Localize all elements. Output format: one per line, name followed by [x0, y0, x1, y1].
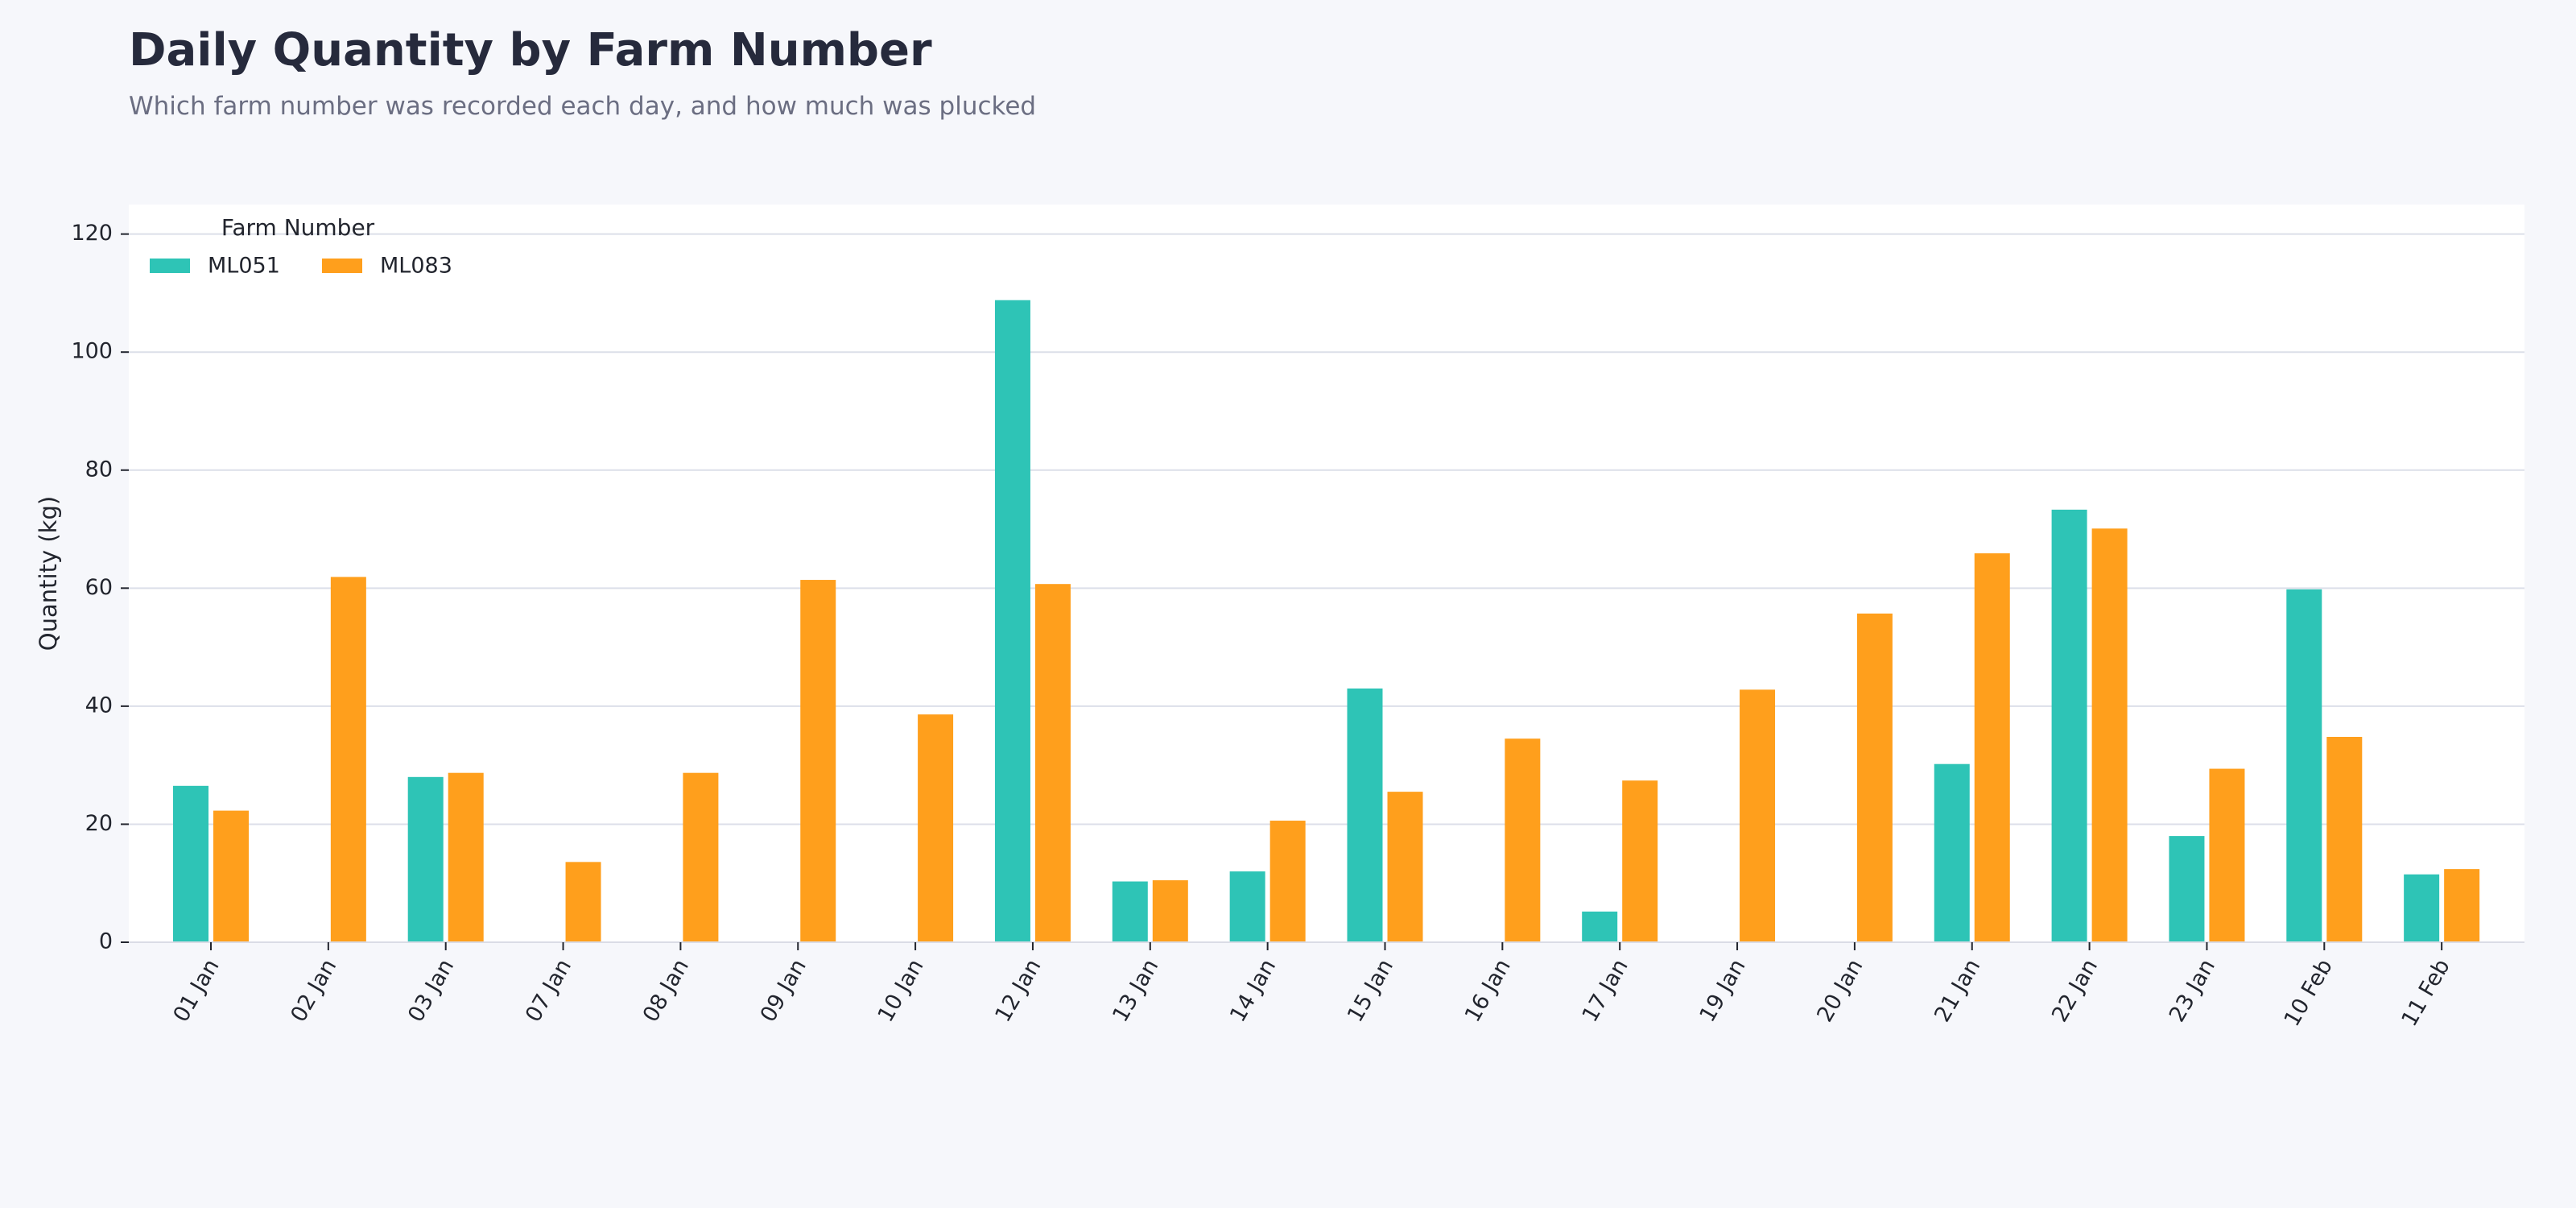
legend-label-ML083: ML083 — [380, 254, 452, 279]
bar-ML051-15 — [1934, 763, 1970, 942]
x-tick-label: 13 Jan — [1108, 955, 1163, 1027]
chart-title: Daily Quantity by Farm Number — [129, 24, 932, 77]
bar-ML083-15 — [1974, 553, 2010, 942]
legend: Farm Number ML051 ML083 — [150, 214, 452, 279]
x-tick-label: 14 Jan — [1225, 955, 1281, 1027]
bar-ML051-17 — [2169, 836, 2205, 942]
bar-ML083-17 — [2209, 768, 2245, 942]
legend-label-ML051: ML051 — [208, 254, 280, 279]
x-tick-label: 07 Jan — [521, 955, 576, 1027]
bar-ML083-19 — [2444, 869, 2480, 942]
y-tick-label: 20 — [85, 811, 113, 836]
bar-ML051-19 — [2404, 874, 2440, 942]
bar-ML051-2 — [407, 776, 444, 942]
x-tick-label: 15 Jan — [1343, 955, 1398, 1027]
bar-ML051-12 — [1582, 911, 1618, 942]
x-tick-label: 10 Feb — [2280, 955, 2338, 1031]
bar-ML083-5 — [800, 580, 836, 942]
bar-ML083-8 — [1152, 880, 1188, 942]
x-tick-label: 17 Jan — [1578, 955, 1633, 1027]
bar-ML083-1 — [330, 577, 366, 942]
bar-ML051-18 — [2286, 589, 2322, 942]
legend-swatch-ML083 — [322, 259, 362, 273]
legend-swatch-ML051 — [150, 259, 190, 273]
x-tick-label: 02 Jan — [286, 955, 341, 1027]
plot-area — [129, 205, 2524, 943]
x-tick-label: 09 Jan — [756, 955, 811, 1027]
x-tick-label: 19 Jan — [1695, 955, 1750, 1027]
y-axis-label: Quantity (kg) — [35, 496, 62, 651]
y-tick-label: 0 — [99, 929, 113, 954]
x-tick-label: 23 Jan — [2165, 955, 2220, 1027]
bar-ML051-8 — [1112, 881, 1148, 942]
bar-ML083-7 — [1034, 584, 1071, 942]
bars — [173, 300, 2480, 942]
bar-ML083-18 — [2326, 736, 2363, 942]
bar-ML083-11 — [1505, 738, 1541, 942]
legend-title: Farm Number — [221, 214, 375, 241]
bar-ML083-4 — [683, 772, 719, 942]
x-tick-label: 12 Jan — [990, 955, 1046, 1027]
y-tick-label: 40 — [85, 693, 113, 718]
bar-ML083-10 — [1387, 792, 1423, 942]
y-tick-label: 100 — [71, 339, 113, 364]
y-axis: 0 20 40 60 80 100 120 — [71, 221, 129, 954]
y-tick-label: 60 — [85, 575, 113, 600]
bar-ML051-10 — [1347, 688, 1383, 942]
bar-ML083-12 — [1622, 780, 1658, 942]
bar-ML051-0 — [173, 785, 208, 942]
y-tick-label: 120 — [71, 221, 113, 246]
x-tick-label: 22 Jan — [2047, 955, 2103, 1027]
bar-ML083-3 — [565, 862, 601, 942]
bar-ML083-16 — [2091, 528, 2128, 942]
y-tick-label: 80 — [85, 457, 113, 482]
x-tick-label: 21 Jan — [1930, 955, 1985, 1027]
x-tick-label: 11 Feb — [2396, 955, 2454, 1031]
bar-ML083-9 — [1269, 821, 1306, 942]
x-tick-label: 16 Jan — [1460, 955, 1516, 1027]
bar-ML051-7 — [994, 300, 1030, 942]
x-tick-label: 03 Jan — [403, 955, 459, 1027]
x-axis: 01 Jan 02 Jan 03 Jan 07 Jan 08 Jan 09 Jan 10 J… — [168, 942, 2455, 1031]
bar-ML083-2 — [448, 772, 484, 942]
x-tick-label: 20 Jan — [1812, 955, 1868, 1027]
bar-ML083-0 — [213, 810, 249, 942]
bar-ML083-14 — [1856, 613, 1893, 942]
x-tick-label: 10 Jan — [873, 955, 929, 1027]
bar-ML083-6 — [918, 714, 954, 942]
chart-subtitle: Which farm number was recorded each day,… — [129, 92, 1037, 121]
x-tick-label: 08 Jan — [638, 955, 694, 1027]
x-tick-label: 01 Jan — [168, 955, 224, 1027]
bar-ML083-13 — [1740, 689, 1776, 942]
bar-ML051-9 — [1229, 871, 1265, 942]
bar-ML051-16 — [2051, 509, 2087, 942]
